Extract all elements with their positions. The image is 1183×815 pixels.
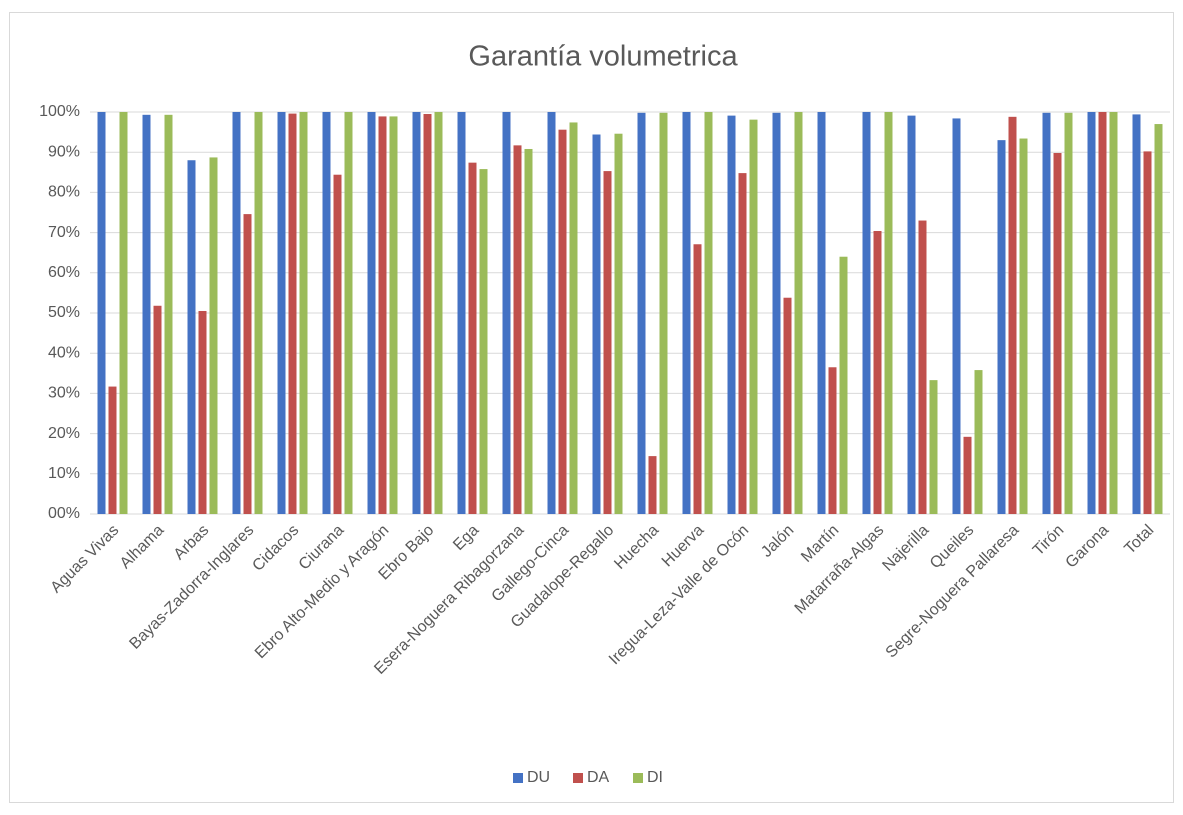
bar xyxy=(198,310,207,514)
y-tick-label: 40% xyxy=(48,344,80,361)
bar xyxy=(1042,112,1051,514)
bar xyxy=(727,115,736,515)
y-tick-label: 30% xyxy=(48,385,80,402)
bar xyxy=(423,114,432,514)
bar xyxy=(648,456,657,514)
legend-label: DU xyxy=(527,769,550,786)
y-tick-label: 100% xyxy=(39,103,80,120)
bar xyxy=(873,230,882,514)
bar xyxy=(502,112,511,514)
chart-title: Garantía volumetrica xyxy=(468,41,738,73)
bar xyxy=(693,244,702,514)
legend-label: DA xyxy=(587,769,610,786)
bar xyxy=(569,122,578,515)
bar xyxy=(513,145,522,514)
bar xyxy=(277,112,286,514)
bar xyxy=(243,214,252,514)
bar xyxy=(952,118,961,514)
bar xyxy=(1143,151,1152,514)
bar xyxy=(1098,112,1107,514)
bar xyxy=(1132,114,1141,515)
bar xyxy=(164,114,173,515)
bar xyxy=(333,174,342,514)
bar xyxy=(682,112,691,514)
y-tick-label: 70% xyxy=(48,224,80,241)
bar xyxy=(1053,153,1062,514)
bar xyxy=(783,297,792,514)
y-tick-label: 20% xyxy=(48,425,80,442)
bar xyxy=(929,380,938,514)
bar xyxy=(119,112,128,514)
bar xyxy=(378,116,387,514)
bar xyxy=(1064,112,1073,514)
bar xyxy=(412,112,421,514)
bar xyxy=(108,386,117,514)
legend-swatch xyxy=(513,773,523,783)
bar xyxy=(153,305,162,514)
bar xyxy=(547,112,556,514)
bar xyxy=(862,112,871,514)
bar xyxy=(367,112,376,514)
bar xyxy=(389,116,398,514)
bar xyxy=(457,112,466,514)
bar xyxy=(524,148,533,514)
bar xyxy=(1019,138,1028,515)
bar xyxy=(1154,124,1163,514)
y-tick-label: 50% xyxy=(48,304,80,321)
legend-swatch xyxy=(573,773,583,783)
bar xyxy=(592,134,601,514)
bar xyxy=(738,173,747,514)
bar xyxy=(772,112,781,514)
bar xyxy=(659,112,668,514)
bar xyxy=(794,112,803,514)
bar xyxy=(997,140,1006,514)
bar xyxy=(344,112,353,514)
bar xyxy=(288,113,297,514)
legend-swatch xyxy=(633,773,643,783)
bar xyxy=(637,112,646,514)
y-tick-label: 60% xyxy=(48,264,80,281)
bar xyxy=(828,367,837,514)
bar xyxy=(468,162,477,515)
legend-label: DI xyxy=(647,769,663,786)
bar xyxy=(884,112,893,514)
bar xyxy=(704,112,713,514)
bar xyxy=(97,112,106,514)
bar xyxy=(232,112,241,514)
bar xyxy=(839,256,848,514)
bar xyxy=(434,112,443,514)
bar xyxy=(1109,112,1118,514)
bar xyxy=(907,115,916,515)
bar xyxy=(1008,116,1017,514)
bar xyxy=(749,119,758,514)
bar xyxy=(209,157,218,514)
bar xyxy=(479,169,488,515)
bar xyxy=(1087,112,1096,514)
bar xyxy=(558,129,567,515)
bar xyxy=(614,133,623,514)
bar xyxy=(918,220,927,515)
y-tick-label: 90% xyxy=(48,143,80,160)
bar xyxy=(817,112,826,514)
bar xyxy=(322,112,331,514)
bar xyxy=(254,112,263,514)
y-tick-label: 10% xyxy=(48,465,80,482)
bar xyxy=(187,160,196,515)
y-tick-label: 00% xyxy=(48,505,80,522)
bar xyxy=(974,370,983,514)
bar xyxy=(299,112,308,514)
y-tick-label: 80% xyxy=(48,184,80,201)
bar xyxy=(603,171,612,514)
bar xyxy=(142,114,151,515)
bar xyxy=(963,436,972,514)
